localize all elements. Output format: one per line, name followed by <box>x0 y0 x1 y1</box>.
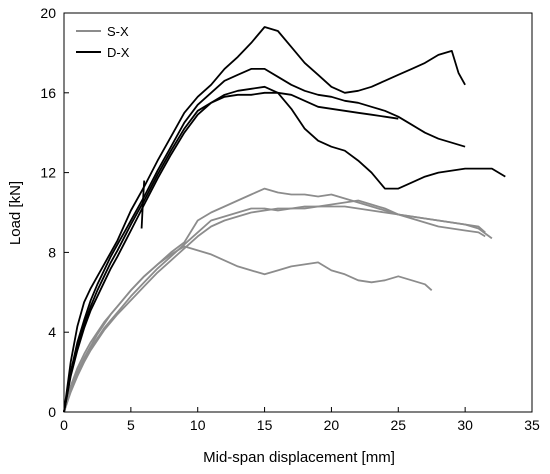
x-tick-label: 35 <box>524 417 540 433</box>
y-tick-label: 8 <box>48 244 56 260</box>
series-line-s-x-3 <box>63 205 493 413</box>
y-tick-label: 16 <box>40 85 56 101</box>
y-tick-label: 20 <box>40 5 56 21</box>
x-tick-label: 30 <box>457 417 473 433</box>
legend: S-X D-X <box>76 24 130 60</box>
legend-label-d-x: D-X <box>107 45 130 60</box>
series-line-s-x-2 <box>63 199 486 413</box>
y-tick-label: 4 <box>48 324 56 340</box>
series-line-d-x-5 <box>63 26 466 413</box>
x-tick-label: 5 <box>127 417 135 433</box>
x-tick-label: 15 <box>257 417 273 433</box>
series-line-d-x-7 <box>63 85 506 413</box>
series-line-s-x-4 <box>63 245 433 413</box>
series-line-d-x-9 <box>140 180 146 229</box>
series-line-d-x-6 <box>63 68 466 413</box>
x-tick-label: 20 <box>324 417 340 433</box>
y-axis-label: Load [kN] <box>7 181 24 245</box>
series-line-d-x-8 <box>63 91 399 413</box>
x-tick-label: 0 <box>60 417 68 433</box>
y-tick-label: 12 <box>40 165 56 181</box>
y-tick-label: 0 <box>48 404 56 420</box>
x-tick-label: 10 <box>190 417 206 433</box>
legend-label-s-x: S-X <box>107 24 129 39</box>
plot-frame <box>63 12 533 413</box>
x-axis-label: Mid-span displacement [mm] <box>203 449 395 466</box>
x-tick-label: 25 <box>390 417 406 433</box>
